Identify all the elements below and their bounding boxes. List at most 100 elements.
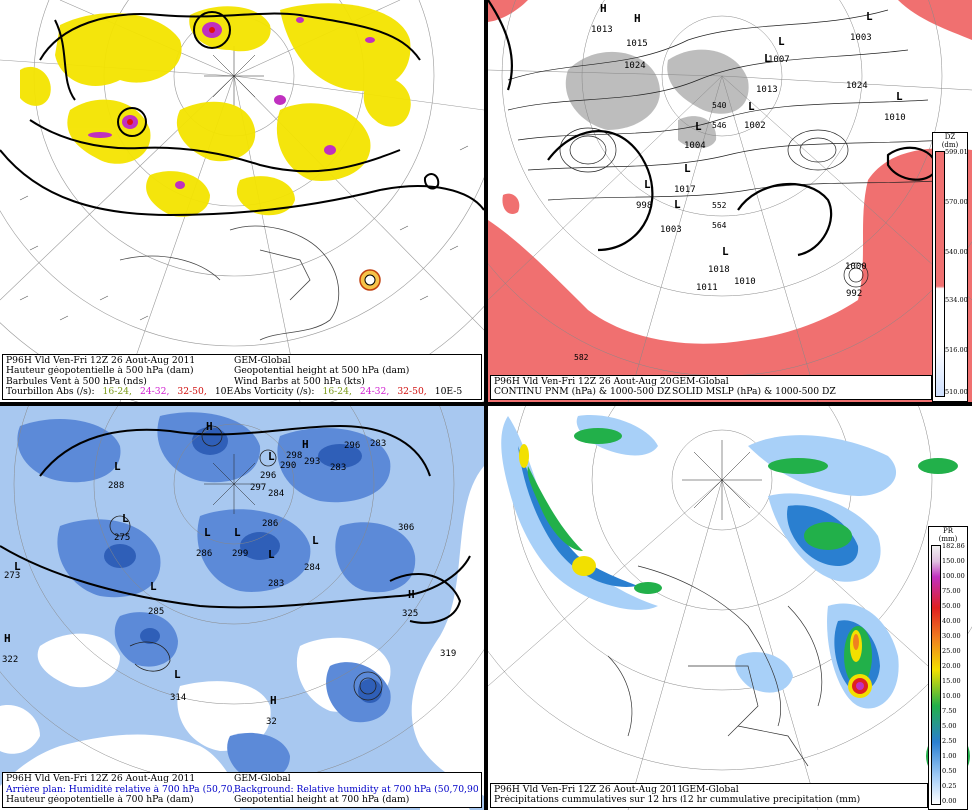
pressure-label: 1002 (744, 121, 766, 131)
caption-700hpa: P96H Vld Ven-Fri 12Z 26 Aout-Aug 2011 GEM… (2, 772, 482, 808)
map-mslp-thickness: H H L L L L L L L L L L 1013 1015 1003 1… (488, 0, 972, 402)
colorbar-tick: 100.00 (942, 572, 965, 580)
center-l-6: L (695, 120, 702, 133)
center-h-1: H (206, 420, 213, 433)
height-label: 32 (266, 717, 277, 727)
field-en: 12 hr cummulative precipitation (mm) (682, 795, 861, 806)
polar-spokes (682, 440, 762, 520)
colorbar-tick: 25.00 (942, 647, 961, 655)
height-label: 275 (114, 533, 130, 543)
humidity-90 (104, 427, 382, 703)
coastlines (119, 225, 340, 341)
colorbar-title: DZ (944, 133, 956, 141)
thickness-label: 546 (712, 121, 727, 130)
colorbar-unit: (mm) (938, 535, 958, 543)
bin-unit: 10E-5 (214, 387, 234, 398)
pressure-label: 1011 (696, 283, 718, 293)
bin-unit-en: 10E-5 (434, 387, 463, 398)
center-h-1: H (600, 2, 607, 15)
colorbar-swatch (931, 545, 941, 805)
valid-time: P96H Vld Ven-Fri 12Z 26 Aout-Aug 2011 (6, 774, 196, 785)
pressure-label: 1013 (756, 85, 778, 95)
pressure-label: 1010 (884, 113, 906, 123)
background-en: Background: Relative humidity at 700 hPa… (234, 784, 478, 795)
height-label: 286 (196, 549, 212, 559)
center-l-7: L (684, 162, 691, 175)
colorbar-title: PR (943, 527, 953, 535)
center-l-5: L (234, 526, 241, 539)
center-l-1: L (866, 10, 873, 23)
center-h-5: H (270, 694, 277, 707)
bin-32-50-en: 32-50, (397, 387, 427, 398)
colorbar-tick: 516.00 (945, 346, 968, 354)
pressure-label: 1007 (768, 55, 790, 65)
center-l-4: L (204, 526, 211, 539)
colorbar-tick: 0.50 (942, 767, 957, 775)
center-l-8: L (268, 548, 275, 561)
graticule (488, 406, 972, 810)
panel-500hpa-vorticity: P96H Vld Ven-Fri 12Z 26 Aout-Aug 2011 GEM… (0, 0, 484, 402)
height-label: 297 (250, 483, 266, 493)
bin-24-32: 24-32, (139, 387, 170, 398)
valid-time: P96H Vld Ven-Fri 12Z 26 Aout-Aug 2011 (6, 355, 196, 366)
vorticity-legend-fr: Tourbillon Abs (/s): 16-24, 24-32, 32-50… (6, 387, 234, 398)
height-contours (0, 424, 471, 624)
pressure-label: 1024 (624, 61, 646, 71)
center-h-4: H (4, 632, 11, 645)
height-label: 319 (440, 649, 456, 659)
thickness-colorbar: DZ (dm) 599.01 570.00 540.00 534.00 516.… (932, 132, 968, 402)
field-fr: CONTINU PNM (hPa) & 1000-500 DZ (494, 387, 671, 398)
height-label: 322 (2, 655, 18, 665)
center-h-2: H (302, 438, 309, 451)
center-l-3: L (122, 512, 129, 525)
height-label: 284 (268, 489, 284, 499)
height-label: 284 (304, 563, 320, 573)
colorbar-tick: 0.00 (942, 797, 957, 805)
height-label: 296 (344, 441, 360, 451)
colorbar-tick: 150.00 (942, 557, 965, 565)
thickness-label: 552 (712, 201, 727, 210)
pressure-label: 1024 (846, 81, 868, 91)
center-h-2: H (634, 12, 641, 25)
center-l-3: L (764, 52, 771, 65)
height-label: 299 (232, 549, 248, 559)
map-precipitation (488, 406, 972, 810)
panel-precipitation: PR (mm) 182.86 150.00 100.00 75.00 50.00… (488, 406, 972, 810)
map-700hpa-humidity: H H L L L L L L L L L H H L H 296 283 29… (0, 406, 484, 810)
model-name: GEM-Global (682, 784, 739, 795)
isobars (507, 9, 959, 288)
height-label: 283 (370, 439, 386, 449)
thickness-labels: 540 546 552 564 582 (574, 101, 727, 362)
precip-extreme (853, 634, 859, 650)
colorbar-tick: 182.86 (942, 542, 965, 550)
pressure-label: 1013 (591, 25, 613, 35)
pressure-label: 1003 (850, 33, 872, 43)
polar-spokes (204, 454, 264, 514)
bin-32-50: 32-50, (177, 387, 207, 398)
height-label: 290 (280, 461, 296, 471)
pressure-label: 992 (846, 289, 862, 299)
valid-time: P96H Vld Ven-Fri 12Z 26 Aout-Aug 2011 (494, 784, 682, 795)
caption-precip: P96H Vld Ven-Fri 12Z 26 Aout-Aug 2011 GEM… (490, 782, 928, 808)
colorbar-tick: 5.00 (942, 722, 957, 730)
center-l-9: L (674, 198, 681, 211)
center-h-3: H (408, 588, 415, 601)
thin-contours (109, 425, 383, 701)
colorbar-tick: 50.00 (942, 602, 961, 610)
wind-barbs (19, 145, 469, 321)
colorbar-tick: 40.00 (942, 617, 961, 625)
center-l-5: L (748, 100, 755, 113)
field-en: Geopotential height at 700 hPa (dam) (234, 795, 410, 806)
height-labels: 296 283 290 293 296 283 284 298 297 288 … (2, 439, 456, 727)
center-l-10: L (722, 245, 729, 258)
pressure-label: 1003 (660, 225, 682, 235)
field-fr: Hauteur géopotentielle à 700 hPa (dam) (6, 795, 194, 806)
height-label: 283 (268, 579, 284, 589)
colorbar-tick: 540.00 (945, 248, 968, 256)
height-label: 325 (402, 609, 418, 619)
panel-700hpa-humidity: H H L L L L L L L L L H H L H 296 283 29… (0, 406, 484, 810)
precip-colorbar: PR (mm) 182.86 150.00 100.00 75.00 50.00… (928, 526, 968, 810)
pressure-label: 1018 (708, 265, 730, 275)
pressure-labels: 1013 1015 1003 1007 1024 1013 1024 1010 … (591, 25, 906, 299)
barbs-en: Wind Barbs at 500 hPa (kts) (234, 376, 365, 387)
